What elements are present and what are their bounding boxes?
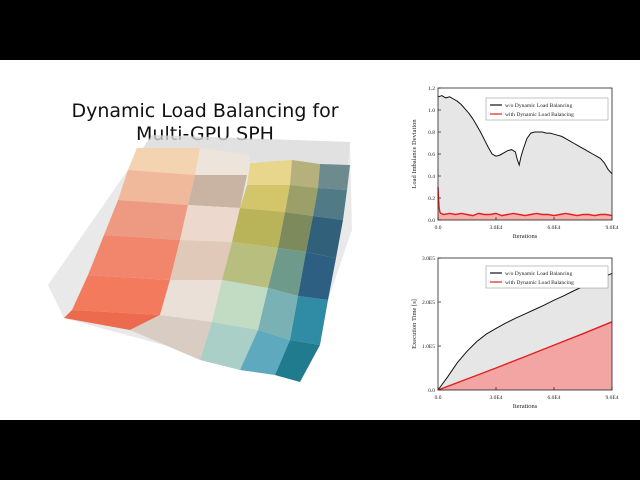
legend-box [485,265,609,289]
x-tick-label: 9.0E4 [606,225,619,231]
legend-label-1: w/o Dynamic Load Balancing [505,103,572,109]
block-5-3 [212,280,268,330]
y-tick-label: 3.0E5 [422,256,435,262]
x-axis-label: Iterations [513,233,538,240]
series-fill-2 [438,187,612,220]
block-back-4 [290,160,320,188]
block-2-1 [118,170,195,205]
block-5-2 [160,280,222,322]
x-axis-label: Iterations [513,403,538,410]
block-3-1 [104,200,188,240]
slide: Dynamic Load Balancing for Multi-GPU SPH [0,60,640,420]
y-tick-label: 2.0E5 [422,300,435,306]
block-4-3 [222,242,278,288]
chart-execution-time: 0.0 3.0E4 6.0E4 9.0E4 0.0 1.0E5 2.0E5 3.0E5 Exec… [411,256,619,410]
chart-load-imbalance: 0.0 3.0E4 6.0E4 9.0E4 0.0 0.2 0.4 0.6 0.8 1.0 1.2 L… [411,86,619,240]
block-front-2 [130,315,212,360]
y-tick-label: 0.6 [428,152,435,158]
block-5-1 [72,275,170,315]
letterbox-top [0,0,640,60]
y-tick-label: 1.0E5 [422,344,435,350]
block-4-2 [170,240,232,280]
x-tick-label: 6.0E4 [548,225,561,231]
title-line-1: Dynamic Load Balancing for [71,100,339,122]
block-5-4 [258,288,298,340]
y-axis-label: Execution Time [s] [411,299,418,349]
block-front-1 [64,310,160,330]
y-tick-label: 0.4 [428,174,435,180]
series-line-1 [437,95,613,175]
letterbox-bottom [0,420,640,480]
x-tick-label: 3.0E4 [490,225,503,231]
block-2-5 [313,188,347,220]
sph-simulation-illustration [48,135,352,382]
series-line-2 [437,321,613,391]
series-line-2 [437,186,613,217]
plot-frame [437,257,613,391]
block-4-5 [298,252,336,300]
x-tick-label: 0.0 [435,225,442,231]
block-front-3 [200,322,258,370]
block-2-3 [240,185,290,212]
y-tick-label: 1.0 [428,108,435,114]
y-axis-label: Load Imbalance Deviation [411,119,418,189]
block-3-4 [278,212,313,252]
legend-label-1: w/o Dynamic Load Balancing [505,271,572,277]
block-3-3 [232,208,285,248]
block-4-1 [88,235,180,280]
x-tick-label: 3.0E4 [490,395,503,401]
block-front-4 [240,330,290,375]
block-2-2 [188,175,247,208]
block-3-2 [180,205,240,242]
block-back-1 [128,148,200,175]
y-tick-label: 0.0 [428,388,435,394]
block-5-5 [290,296,328,345]
block-back-3 [247,160,292,185]
block-3-5 [306,216,343,258]
x-tick-label: 6.0E4 [548,395,561,401]
x-tick-label: 9.0E4 [606,395,619,401]
block-front-5 [275,340,320,382]
y-tick-label: 0.2 [428,196,435,202]
legend-label-2: with Dynamic Load Balancing [505,112,574,118]
x-tick-label: 0.0 [435,395,442,401]
legend-label-2: with Dynamic Load Balancing [505,280,574,286]
block-4-4 [268,248,306,296]
block-2-4 [285,185,318,216]
block-back-5 [318,164,350,190]
y-tick-label: 0.8 [428,130,435,136]
legend-box [485,97,609,121]
series-fill-1 [438,95,612,220]
series-fill-2 [438,321,612,390]
y-tick-label: 0.0 [428,218,435,224]
block-back-2 [195,148,250,175]
y-tick-label: 1.2 [428,86,435,92]
